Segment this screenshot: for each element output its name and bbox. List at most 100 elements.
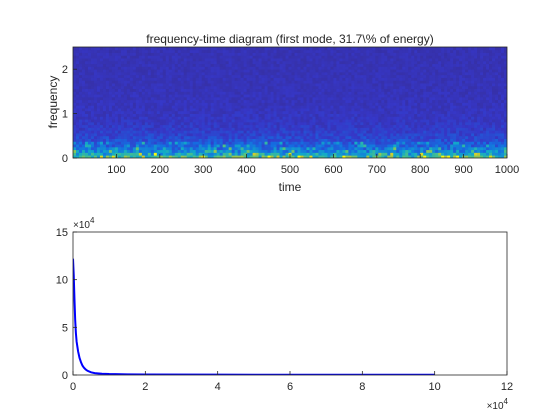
spectrogram-cell — [96, 144, 101, 148]
spectrogram-cell — [210, 138, 215, 142]
spectrogram-cell — [378, 94, 382, 98]
spectrogram-cell — [159, 110, 164, 114]
spectrogram-cell — [420, 71, 424, 76]
spectrogram-cell — [237, 96, 242, 101]
spectrogram-cell — [348, 94, 352, 98]
spectrogram-cell — [81, 130, 86, 134]
spectrogram-cell — [318, 108, 322, 112]
spectrogram-cell — [156, 130, 161, 134]
spectrogram-cell — [123, 96, 128, 101]
spectrogram-cell — [369, 133, 373, 137]
spectrogram-cell — [405, 96, 409, 101]
spectrogram-cell — [381, 113, 385, 117]
spectrogram-cell — [255, 80, 259, 84]
spectrogram-cell — [435, 80, 439, 84]
spectrogram-cell — [474, 91, 478, 95]
spectrogram-cell — [492, 88, 496, 92]
spectrogram-cell — [444, 91, 448, 95]
spectrogram-cell — [237, 146, 242, 151]
spectrogram-cell — [105, 88, 110, 92]
spectrogram-cell — [168, 149, 173, 153]
spectrogram-cell — [264, 63, 268, 67]
spectrogram-cell — [81, 83, 86, 87]
spectrogram-cell — [291, 83, 295, 87]
spectrogram-cell — [390, 99, 394, 103]
spectrogram-cell — [273, 110, 277, 114]
spectrogram-cell — [138, 149, 143, 153]
spectrogram-cell — [486, 113, 490, 117]
spectrogram-cell — [276, 105, 280, 109]
spectrogram-cell — [75, 108, 80, 112]
spectrogram-cell — [231, 88, 236, 92]
spectrogram-cell — [141, 74, 146, 78]
spectrogram-cell — [90, 121, 95, 126]
spectrogram-cell — [246, 85, 250, 90]
spectrogram-cell — [303, 63, 307, 67]
spectrogram-cell — [495, 105, 499, 109]
spectrogram-cell — [450, 146, 454, 151]
spectrogram-cell — [432, 127, 436, 131]
spectrogram-cell — [345, 146, 349, 151]
spectrogram-cell — [402, 152, 406, 156]
spectrogram-cell — [219, 124, 224, 128]
spectrogram-cell — [393, 119, 397, 123]
spectrogram-cell — [405, 77, 409, 81]
spectrogram-cell — [435, 124, 439, 128]
spectrogram-cell — [243, 77, 247, 81]
spectrogram-cell — [210, 74, 215, 78]
spectrogram-cell — [366, 149, 370, 153]
spectrogram-cell — [246, 80, 250, 84]
spectrogram-cell — [186, 121, 191, 126]
spectrogram-cell — [105, 96, 110, 101]
spectrogram-cell — [504, 105, 507, 109]
spectrogram-cell — [177, 130, 182, 134]
spectrogram-cell — [435, 66, 439, 70]
spectrogram-cell — [411, 96, 415, 101]
spectrogram-cell — [306, 135, 310, 139]
spectrogram-cell — [117, 69, 122, 73]
spectrogram-cell — [261, 83, 265, 87]
spectrogram-cell — [495, 94, 499, 98]
spectrogram-cell — [291, 66, 295, 70]
spectrogram-cell — [138, 119, 143, 123]
spectrogram-cell — [450, 63, 454, 67]
spectrogram-cell — [342, 96, 346, 101]
spectrogram-cell — [381, 155, 385, 158]
spectrogram-cell — [270, 105, 274, 109]
spectrogram-cell — [318, 63, 322, 67]
spectrogram-cell — [369, 146, 373, 151]
spectrogram-cell — [375, 88, 379, 92]
spectrogram-cell — [99, 63, 104, 67]
spectrogram-cell — [75, 135, 80, 139]
spectrogram-cell — [312, 63, 316, 67]
spectrogram-cell — [417, 141, 421, 145]
spectrogram-cell — [246, 146, 250, 151]
spectrogram-cell — [165, 144, 170, 148]
spectrogram-cell — [114, 71, 119, 76]
spectrogram-cell — [327, 96, 331, 101]
spectrogram-cell — [153, 69, 158, 73]
spectrogram-cell — [117, 80, 122, 84]
spectrogram-cell — [279, 141, 283, 145]
spectrogram-cell — [300, 105, 304, 109]
spectrogram-cell — [432, 91, 436, 95]
spectrogram-cell — [111, 138, 116, 142]
spectrogram-cell — [471, 94, 475, 98]
spectrogram-cell — [252, 152, 256, 156]
spectrogram-cell — [234, 138, 239, 142]
spectrogram-cell — [135, 138, 140, 142]
spectrogram-cell — [399, 121, 403, 126]
spectrogram-cell — [348, 108, 352, 112]
spectrogram-cell — [471, 105, 475, 109]
spectrogram-cell — [375, 102, 379, 106]
spectrogram-cell — [450, 138, 454, 142]
spectrogram-cell — [282, 116, 286, 120]
spectrogram-cell — [426, 149, 430, 153]
spectrogram-cell — [204, 119, 209, 123]
spectrogram-cell — [378, 149, 382, 153]
spectrogram-cell — [228, 71, 233, 76]
spectrogram-cell — [396, 91, 400, 95]
spectrogram-cell — [306, 105, 310, 109]
spectrogram-cell — [435, 77, 439, 81]
spectrogram-cell — [384, 149, 388, 153]
